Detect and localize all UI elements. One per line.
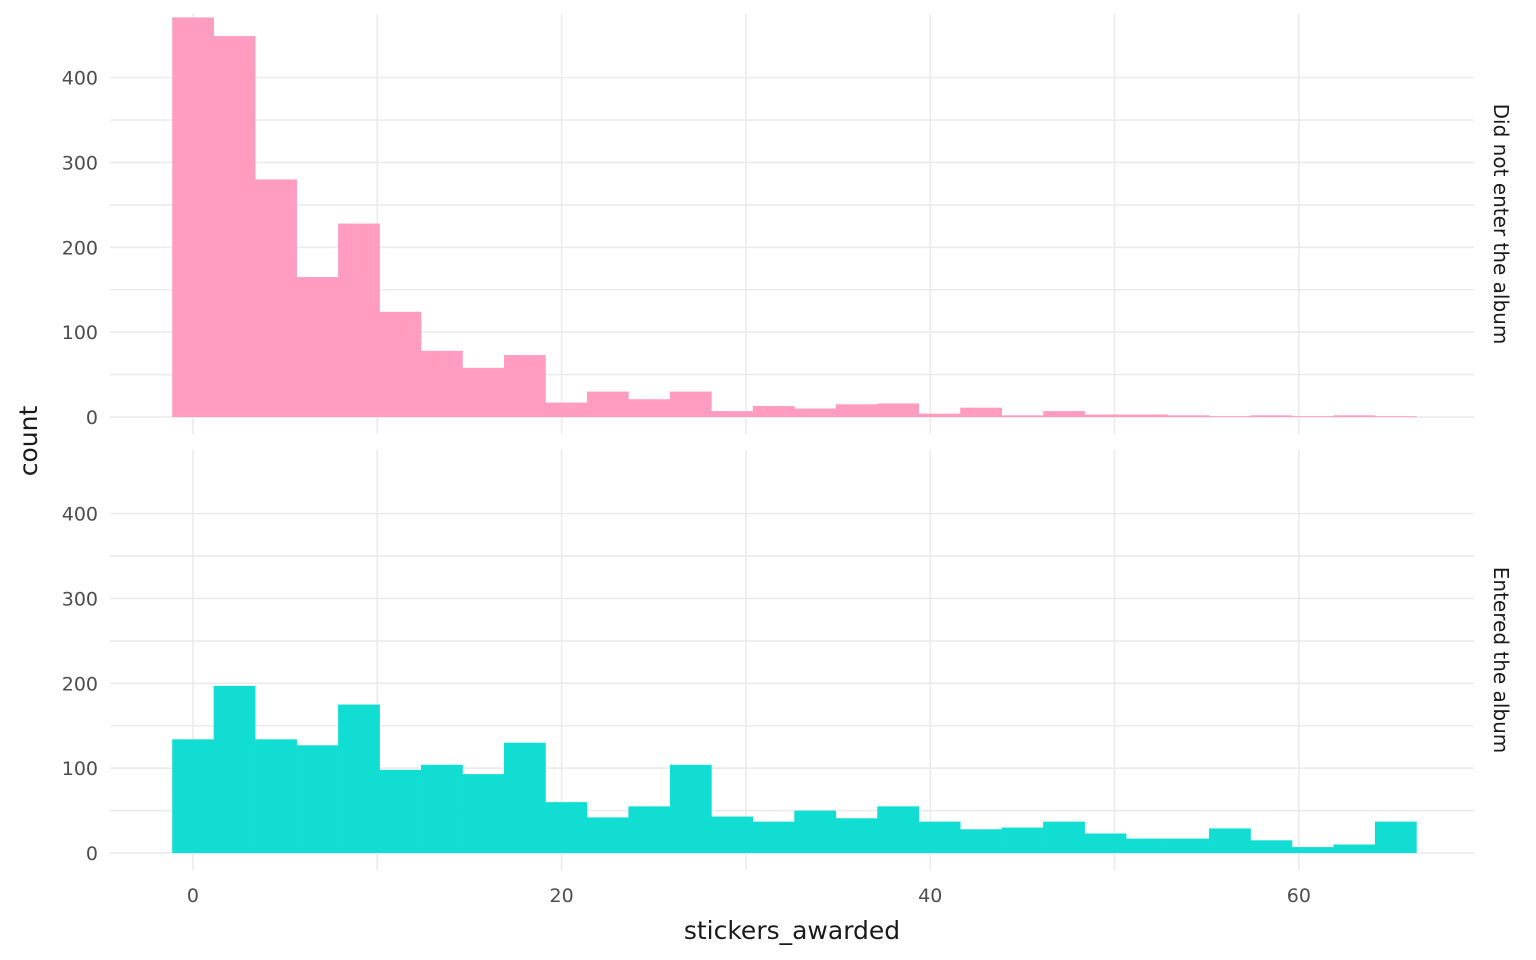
y-tick-label: 300 [62, 588, 98, 610]
y-tick-label: 200 [62, 237, 98, 259]
histogram-bar [1043, 821, 1085, 854]
histogram-bar [1291, 416, 1334, 418]
histogram-bar [545, 402, 588, 418]
histogram-bar [379, 769, 422, 854]
y-tick-label: 200 [62, 673, 98, 695]
histogram-bar [1001, 827, 1044, 854]
histogram-bar [255, 179, 297, 418]
histogram-bar [794, 408, 837, 418]
histogram-bar [960, 829, 1002, 854]
histogram-bar [255, 739, 297, 854]
histogram-bar [462, 367, 505, 418]
histogram-bar [752, 406, 795, 418]
histogram-bar [669, 764, 712, 854]
histogram-bar [338, 704, 380, 854]
histogram-bar [1209, 416, 1251, 418]
x-tick-label: 0 [187, 885, 199, 907]
histogram-bar [296, 277, 339, 418]
x-tick-label: 20 [550, 885, 574, 907]
histogram-bar [752, 821, 795, 854]
histogram-bar [1084, 833, 1127, 854]
histogram-bar [462, 774, 505, 854]
histogram-bar [172, 17, 214, 418]
histogram-bar [711, 816, 754, 854]
histogram-bar [1333, 415, 1376, 418]
histogram-bar [338, 223, 380, 418]
facet-panel-2: 0 100 200 300 400 Entered the album [62, 450, 1513, 870]
x-tick-label: 60 [1287, 885, 1311, 907]
histogram-bar [213, 36, 256, 418]
histogram-bar [379, 311, 422, 418]
histogram-bar [1250, 415, 1293, 418]
histogram-bar [835, 818, 878, 854]
facet-strip-label: Did not enter the album [1489, 104, 1513, 345]
histogram-bar [503, 355, 546, 418]
histogram-bar [669, 391, 712, 418]
facet-strip-label: Entered the album [1489, 567, 1513, 753]
histogram-bar [835, 404, 878, 418]
x-axis-title: stickers_awarded [684, 916, 900, 945]
histogram-bar [918, 821, 961, 854]
histogram-bar [1084, 414, 1127, 418]
histogram-bar [794, 810, 837, 854]
histogram-bar [877, 806, 920, 854]
histogram-bar [296, 745, 339, 854]
histogram-bar [1126, 414, 1168, 418]
histogram-bar [628, 399, 671, 418]
histogram-bar [711, 411, 754, 418]
histogram-bar [1043, 411, 1085, 418]
histogram-bar [503, 742, 546, 854]
y-tick-label: 100 [62, 322, 98, 344]
histogram-bar [586, 817, 629, 854]
histogram-bar [1167, 415, 1210, 418]
histogram-bar [421, 350, 463, 418]
histogram-bar [421, 764, 463, 854]
histogram-bar [1250, 840, 1293, 854]
y-tick-label: 400 [62, 68, 98, 90]
y-axis-title: count [14, 406, 43, 477]
y-tick-label: 100 [62, 758, 98, 780]
histogram-bar [1126, 838, 1168, 854]
y-tick-label: 0 [86, 407, 98, 429]
histogram-bar [1209, 828, 1251, 854]
histogram-bar [1333, 844, 1376, 854]
x-tick-label: 40 [918, 885, 942, 907]
histogram-bar [960, 407, 1002, 418]
histogram-bar [1374, 416, 1417, 418]
y-tick-label: 300 [62, 152, 98, 174]
histogram-bar [545, 802, 588, 854]
histogram-bar [172, 739, 214, 854]
histogram-bar [1374, 821, 1417, 854]
panels-layer: 0 100 200 300 400 Did not enter the album 0 100… [62, 14, 1513, 870]
x-axis: 0 20 40 60 [187, 885, 1311, 907]
histogram-bar [1291, 847, 1334, 854]
histogram-bar [877, 403, 920, 418]
histogram-bar [1001, 415, 1044, 418]
histogram-bar [213, 685, 256, 854]
facet-panel-1: 0 100 200 300 400 Did not enter the album [62, 14, 1513, 434]
y-tick-label: 0 [86, 843, 98, 865]
histogram-bar [1167, 838, 1210, 854]
histogram-bar [628, 806, 671, 854]
y-tick-label: 400 [62, 504, 98, 526]
histogram-bar [586, 391, 629, 418]
histogram-bar [918, 413, 961, 418]
